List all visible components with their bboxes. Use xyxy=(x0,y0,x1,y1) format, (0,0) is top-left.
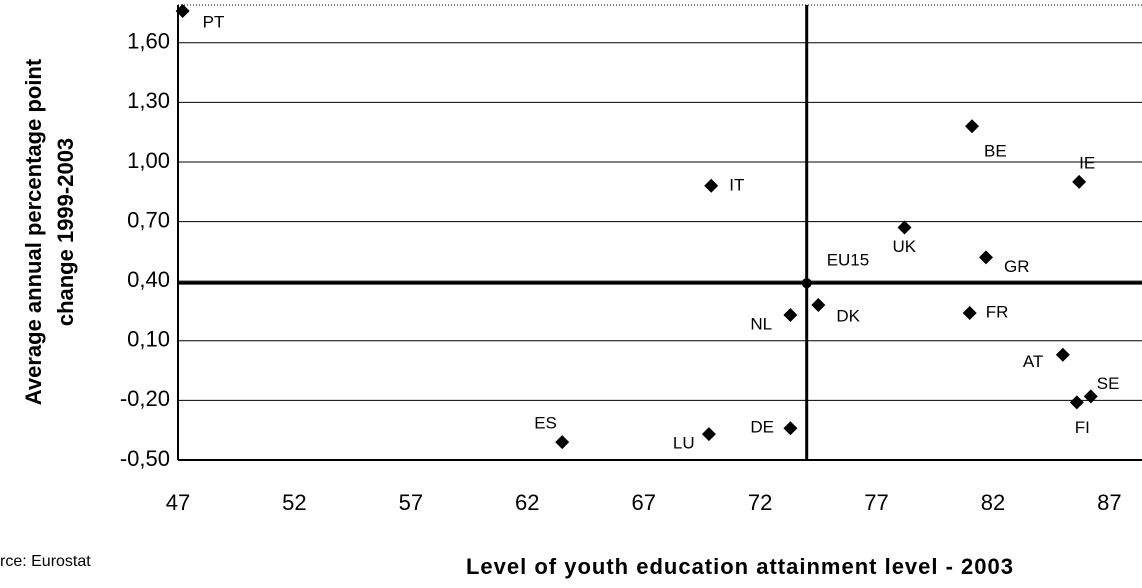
point xyxy=(555,435,570,450)
source-note: rce: Eurostat xyxy=(0,553,91,570)
x-tick-label: 87 xyxy=(1097,490,1121,515)
y-axis-title: change 1999-2003 xyxy=(53,138,78,326)
x-tick-label: 52 xyxy=(282,490,306,515)
point-label: ES xyxy=(534,414,557,433)
y-tick-label: 1,60 xyxy=(127,29,170,54)
y-axis-title: Average annual percentage point xyxy=(21,58,46,405)
point-label: FI xyxy=(1075,418,1090,437)
x-tick-label: 67 xyxy=(631,490,655,515)
x-axis-title: Level of youth education attainment leve… xyxy=(466,554,1014,579)
y-tick-label: 1,00 xyxy=(127,148,170,173)
point-label: EU15 xyxy=(827,251,870,270)
y-tick-label: 0,10 xyxy=(127,327,170,352)
point xyxy=(1083,389,1098,404)
y-tick-label: 1,30 xyxy=(127,88,170,113)
point-label: GR xyxy=(1004,257,1030,276)
point xyxy=(978,250,993,265)
point xyxy=(175,3,190,18)
point xyxy=(783,421,798,436)
point-label: AT xyxy=(1023,352,1043,371)
point xyxy=(701,427,716,442)
point xyxy=(1072,174,1087,189)
point xyxy=(783,307,798,322)
y-tick-label: -0,50 xyxy=(120,446,170,471)
point-label: BE xyxy=(984,142,1007,161)
point-label: UK xyxy=(892,237,916,256)
point xyxy=(897,220,912,235)
point xyxy=(1069,395,1084,410)
point-label: NL xyxy=(750,314,772,333)
point xyxy=(965,119,980,134)
y-tick-label: 0,70 xyxy=(127,207,170,232)
point xyxy=(704,178,719,193)
point-label: SE xyxy=(1097,374,1120,393)
y-tick-label: -0,20 xyxy=(120,386,170,411)
x-tick-label: 77 xyxy=(864,490,888,515)
point xyxy=(811,298,826,313)
x-tick-label: 72 xyxy=(748,490,772,515)
point-label: DE xyxy=(750,418,774,437)
point-label: FR xyxy=(986,302,1009,321)
point-label: IE xyxy=(1079,153,1095,172)
x-tick-label: 47 xyxy=(166,490,190,515)
point xyxy=(962,305,977,320)
point xyxy=(1055,347,1070,362)
point-label: LU xyxy=(673,434,695,453)
x-tick-label: 62 xyxy=(515,490,539,515)
x-tick-label: 57 xyxy=(399,490,423,515)
y-tick-label: 0,40 xyxy=(127,267,170,292)
x-tick-label: 82 xyxy=(981,490,1005,515)
point-label: PT xyxy=(203,12,225,31)
point-label: IT xyxy=(729,175,744,194)
point-label: DK xyxy=(836,307,860,326)
point xyxy=(801,278,812,289)
